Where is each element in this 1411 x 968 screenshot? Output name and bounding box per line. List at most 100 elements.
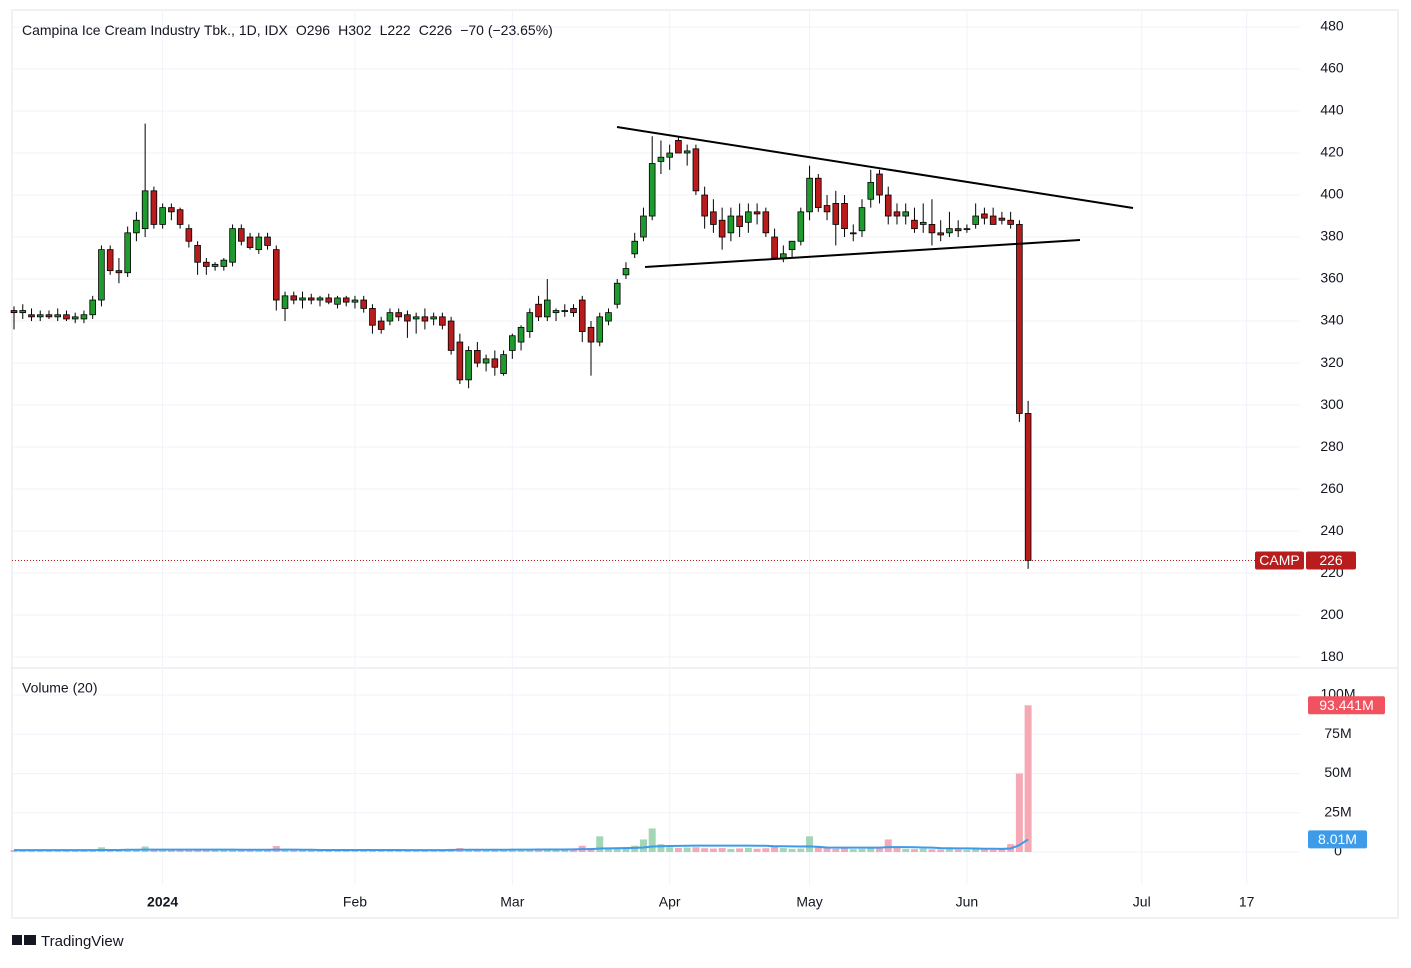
volume-bar xyxy=(841,848,849,852)
candle-body xyxy=(307,297,315,301)
candle-body xyxy=(238,228,245,242)
candle-body xyxy=(150,190,158,225)
candle-body xyxy=(788,240,796,251)
candle-body xyxy=(89,299,96,316)
candle-body xyxy=(133,219,140,234)
candle-body xyxy=(876,173,883,196)
volume-bar xyxy=(596,836,604,852)
candle-body xyxy=(998,217,1006,221)
y2-tick-label: 50M xyxy=(1324,764,1351,780)
volume-bar xyxy=(762,848,770,852)
volume-bar xyxy=(727,848,735,852)
candle-body xyxy=(491,358,499,368)
y-tick-label: 400 xyxy=(1320,186,1344,202)
candle-body xyxy=(290,295,298,301)
candle-body xyxy=(185,228,193,242)
candle-body xyxy=(596,316,604,343)
candle-body xyxy=(823,205,831,213)
chart-title: Campina Ice Cream Industry Tbk., 1D, IDX… xyxy=(22,22,553,38)
candle-body xyxy=(351,299,359,303)
y-tick-label: 300 xyxy=(1320,396,1344,412)
candle-body xyxy=(517,326,525,343)
candle-body xyxy=(972,215,979,225)
volume-bar xyxy=(1015,773,1023,852)
candle-body xyxy=(963,228,971,231)
trendline xyxy=(616,126,1134,209)
candle-body xyxy=(946,228,953,234)
candle-body xyxy=(19,310,27,314)
volume-bar xyxy=(604,847,612,852)
candle-body xyxy=(281,295,289,309)
volume-bar xyxy=(849,849,857,852)
candle-body xyxy=(753,211,761,215)
volume-bar xyxy=(701,848,709,852)
volume-bar xyxy=(998,849,1006,852)
candle-body xyxy=(893,211,901,217)
y-tick-label: 200 xyxy=(1320,606,1344,622)
y-tick-label: 360 xyxy=(1320,270,1344,286)
volume-bar xyxy=(27,850,35,852)
candle-body xyxy=(736,215,743,227)
candle-body xyxy=(797,211,805,242)
candle-body xyxy=(683,150,691,154)
volume-bar xyxy=(62,850,70,852)
candle-body xyxy=(299,297,306,301)
volume-badge-text: 93.441M xyxy=(1319,697,1373,713)
volume-bar xyxy=(639,839,647,852)
candle-body xyxy=(832,203,840,225)
volume-bar xyxy=(910,849,918,852)
volume-bar xyxy=(814,846,822,852)
candle-body xyxy=(474,350,481,364)
candle-body xyxy=(203,261,210,267)
candle-body xyxy=(45,314,53,318)
candle-body xyxy=(325,297,333,303)
volume-bar xyxy=(1024,705,1032,852)
volume-title: Volume (20) xyxy=(22,680,97,696)
candle-body xyxy=(168,207,175,213)
volume-bar xyxy=(823,848,831,852)
volume-bar xyxy=(307,850,315,852)
candle-body xyxy=(919,221,927,225)
x-tick-label: Jun xyxy=(956,894,979,910)
y-tick-label: 440 xyxy=(1320,102,1344,118)
volume-bar xyxy=(709,848,717,852)
legend-high: H302 xyxy=(338,22,372,38)
candle-body xyxy=(404,314,411,322)
candle-body xyxy=(54,314,62,318)
volume-bar xyxy=(832,848,840,852)
volume-bar xyxy=(526,849,534,852)
candle-body xyxy=(255,236,263,251)
candle-body xyxy=(115,270,123,274)
volume-bar xyxy=(797,848,805,852)
volume-bar xyxy=(229,849,237,852)
y-tick-label: 240 xyxy=(1320,522,1344,538)
volume-bar xyxy=(963,849,971,852)
volume-bar xyxy=(858,848,866,852)
candle-body xyxy=(220,259,228,267)
volume-bar xyxy=(718,848,726,852)
candle-body xyxy=(482,358,490,364)
candle-body xyxy=(989,215,997,225)
brand[interactable]: TradingView xyxy=(41,933,124,950)
volume-bar xyxy=(150,849,158,852)
y2-tick-label: 25M xyxy=(1324,803,1351,819)
candle-body xyxy=(334,297,341,305)
candle-body xyxy=(526,312,534,332)
volume-bar xyxy=(736,848,744,852)
candle-body xyxy=(692,148,700,192)
volume-bar xyxy=(202,850,210,852)
legend-open: O296 xyxy=(296,22,330,38)
volume-bar xyxy=(771,845,779,852)
volume-bar xyxy=(753,848,761,852)
volume-bar xyxy=(430,850,438,852)
volume-bar xyxy=(299,850,307,852)
y-tick-label: 280 xyxy=(1320,438,1344,454)
volume-bar xyxy=(683,847,691,852)
volume-bar xyxy=(692,847,700,852)
candle-body xyxy=(500,354,507,374)
volume-ma-line xyxy=(14,838,1029,852)
volume-bar xyxy=(919,848,927,852)
candle-body xyxy=(28,314,35,318)
legend-low: L222 xyxy=(380,22,411,38)
volume-bar xyxy=(333,850,341,852)
